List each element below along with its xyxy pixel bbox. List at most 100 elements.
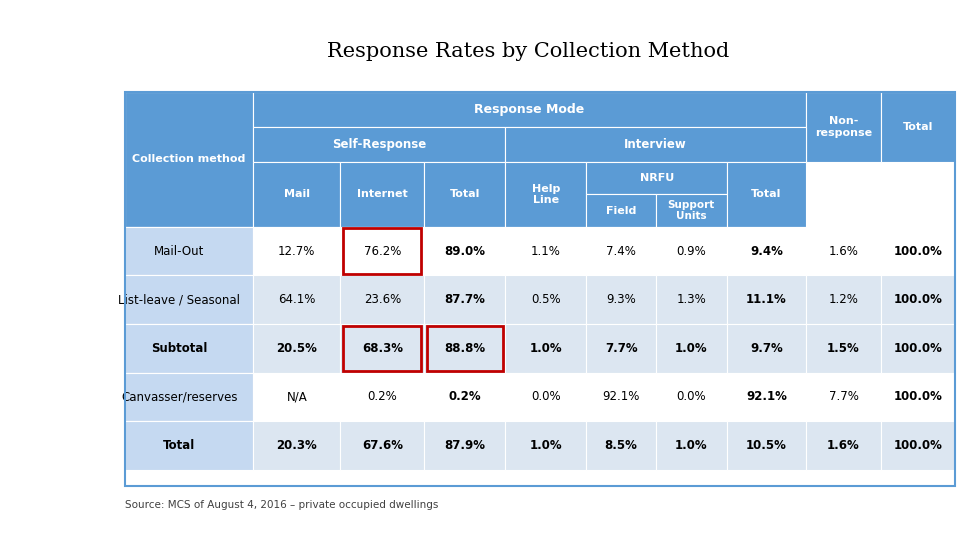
FancyBboxPatch shape [424,227,505,275]
FancyBboxPatch shape [587,421,656,470]
FancyBboxPatch shape [587,373,656,421]
FancyBboxPatch shape [340,275,424,324]
Text: 100.0%: 100.0% [894,342,943,355]
FancyBboxPatch shape [424,162,505,227]
FancyBboxPatch shape [587,275,656,324]
FancyBboxPatch shape [340,373,424,421]
FancyBboxPatch shape [727,373,806,421]
Text: Response Rates by Collection Method: Response Rates by Collection Method [326,42,730,61]
FancyBboxPatch shape [881,324,955,373]
Text: 1.5%: 1.5% [828,342,860,355]
FancyBboxPatch shape [656,275,727,324]
FancyBboxPatch shape [253,275,340,324]
FancyBboxPatch shape [125,92,253,227]
FancyBboxPatch shape [253,373,340,421]
Text: 76.2%: 76.2% [364,245,401,258]
Text: 9.7%: 9.7% [750,342,782,355]
Text: 1.0%: 1.0% [530,342,563,355]
Text: Help
Line: Help Line [532,184,560,205]
FancyBboxPatch shape [505,421,587,470]
Text: 1.6%: 1.6% [828,245,858,258]
FancyBboxPatch shape [881,373,955,421]
FancyBboxPatch shape [727,227,806,275]
FancyBboxPatch shape [656,373,727,421]
Text: 92.1%: 92.1% [602,390,639,403]
FancyBboxPatch shape [656,227,727,275]
Text: 1.2%: 1.2% [828,293,858,306]
FancyBboxPatch shape [505,127,806,162]
FancyBboxPatch shape [587,324,656,373]
Text: 8.5%: 8.5% [605,439,637,452]
Text: 20.5%: 20.5% [276,342,317,355]
Text: 0.0%: 0.0% [677,390,706,403]
Text: 87.7%: 87.7% [444,293,486,306]
FancyBboxPatch shape [587,162,727,194]
FancyBboxPatch shape [727,162,806,227]
Text: Internet: Internet [357,190,408,199]
FancyBboxPatch shape [806,421,881,470]
FancyBboxPatch shape [125,421,253,470]
Text: Total: Total [163,439,196,452]
Text: 100.0%: 100.0% [894,439,943,452]
Text: 0.5%: 0.5% [531,293,561,306]
Text: Self-Response: Self-Response [332,138,426,151]
Text: 7.7%: 7.7% [605,342,637,355]
Text: Source: MCS of August 4, 2016 – private occupied dwellings: Source: MCS of August 4, 2016 – private … [125,500,438,510]
Text: 1.3%: 1.3% [677,293,707,306]
Text: 89.0%: 89.0% [444,245,486,258]
Text: 100.0%: 100.0% [894,293,943,306]
FancyBboxPatch shape [881,227,955,275]
Text: 64.1%: 64.1% [278,293,316,306]
FancyBboxPatch shape [727,324,806,373]
Text: 1.6%: 1.6% [828,439,860,452]
FancyBboxPatch shape [806,373,881,421]
FancyBboxPatch shape [587,227,656,275]
Text: 7.4%: 7.4% [606,245,636,258]
Text: 0.9%: 0.9% [677,245,707,258]
FancyBboxPatch shape [125,421,253,470]
FancyBboxPatch shape [424,275,505,324]
FancyBboxPatch shape [253,227,340,275]
FancyBboxPatch shape [253,162,340,227]
FancyBboxPatch shape [424,324,505,373]
FancyBboxPatch shape [253,324,340,373]
Text: Mail-Out: Mail-Out [155,245,204,258]
FancyBboxPatch shape [505,324,587,373]
Text: 100.0%: 100.0% [894,245,943,258]
Text: 92.1%: 92.1% [746,390,787,403]
Text: 10.5%: 10.5% [746,439,787,452]
FancyBboxPatch shape [587,194,656,227]
Text: Response Mode: Response Mode [474,103,585,116]
Text: Support
Units: Support Units [667,200,715,221]
Text: 9.3%: 9.3% [606,293,636,306]
Text: 100.0%: 100.0% [894,390,943,403]
FancyBboxPatch shape [125,324,253,373]
FancyBboxPatch shape [505,162,587,227]
FancyBboxPatch shape [881,92,955,162]
Text: NRFU: NRFU [639,173,674,183]
FancyBboxPatch shape [806,227,881,275]
Text: 88.8%: 88.8% [444,342,486,355]
FancyBboxPatch shape [727,275,806,324]
Text: 9.4%: 9.4% [750,245,782,258]
Text: Subtotal: Subtotal [152,342,207,355]
Text: 11.1%: 11.1% [746,293,787,306]
FancyBboxPatch shape [125,373,253,421]
Text: 0.2%: 0.2% [448,390,481,403]
FancyBboxPatch shape [125,324,253,373]
FancyBboxPatch shape [340,227,424,275]
FancyBboxPatch shape [340,162,424,227]
Text: 87.9%: 87.9% [444,439,486,452]
Text: Interview: Interview [624,138,687,151]
Text: Total: Total [449,190,480,199]
FancyBboxPatch shape [806,275,881,324]
Text: 7.7%: 7.7% [828,390,858,403]
FancyBboxPatch shape [253,92,806,127]
FancyBboxPatch shape [253,421,340,470]
Text: 1.0%: 1.0% [530,439,563,452]
Text: Non-
response: Non- response [815,116,872,138]
Text: 23.6%: 23.6% [364,293,401,306]
Text: 1.0%: 1.0% [675,342,708,355]
FancyBboxPatch shape [125,275,253,324]
Text: 1.1%: 1.1% [531,245,561,258]
